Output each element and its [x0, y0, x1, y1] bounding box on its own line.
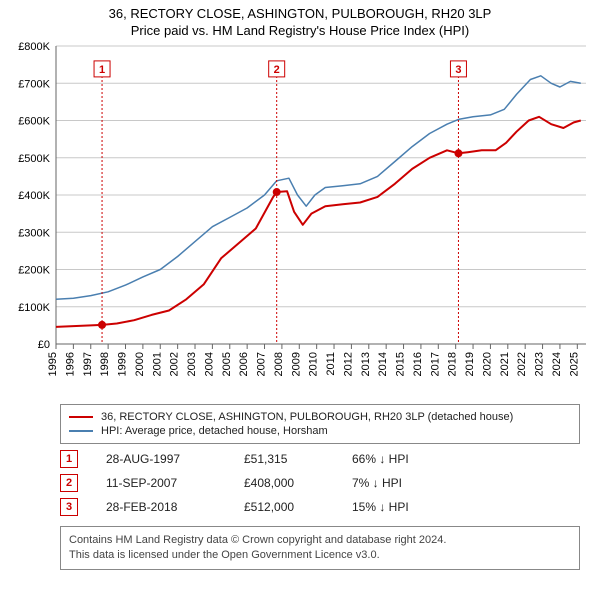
svg-text:2009: 2009: [290, 352, 302, 376]
svg-text:2002: 2002: [169, 352, 181, 376]
svg-text:2022: 2022: [516, 352, 528, 376]
title-main: 36, RECTORY CLOSE, ASHINGTON, PULBOROUGH…: [0, 6, 600, 21]
svg-text:2010: 2010: [308, 352, 320, 376]
event-price: £512,000: [244, 500, 324, 514]
svg-text:2014: 2014: [377, 352, 389, 376]
svg-text:2025: 2025: [568, 352, 580, 376]
svg-text:2005: 2005: [221, 352, 233, 376]
svg-text:1995: 1995: [47, 352, 59, 376]
event-delta: 15% ↓ HPI: [352, 500, 462, 514]
chart-svg: £0 £100K £200K £300K £400K £500K £600K £700K £80…: [0, 38, 600, 398]
chart: £0 £100K £200K £300K £400K £500K £600K £700K £80…: [0, 38, 600, 398]
svg-text:£500K: £500K: [18, 153, 50, 165]
page: 36, RECTORY CLOSE, ASHINGTON, PULBOROUGH…: [0, 0, 600, 570]
svg-text:£800K: £800K: [18, 41, 50, 53]
legend-swatch-hpi: [69, 430, 93, 432]
titles: 36, RECTORY CLOSE, ASHINGTON, PULBOROUGH…: [0, 0, 600, 38]
legend-row: HPI: Average price, detached house, Hors…: [69, 425, 571, 437]
svg-text:1: 1: [99, 64, 105, 76]
svg-text:2018: 2018: [447, 352, 459, 376]
event-marker-icon: 1: [60, 450, 78, 468]
event-price: £408,000: [244, 476, 324, 490]
svg-text:2006: 2006: [238, 352, 250, 376]
svg-text:£200K: £200K: [18, 265, 50, 277]
svg-text:2001: 2001: [151, 352, 163, 376]
svg-text:1996: 1996: [64, 352, 76, 376]
svg-text:2015: 2015: [395, 352, 407, 376]
svg-text:1999: 1999: [117, 352, 129, 376]
event-date: 28-AUG-1997: [106, 452, 216, 466]
svg-text:2024: 2024: [551, 352, 563, 376]
footer: Contains HM Land Registry data © Crown c…: [60, 526, 580, 570]
event-row: 2 11-SEP-2007 £408,000 7% ↓ HPI: [60, 474, 580, 492]
svg-text:2017: 2017: [429, 352, 441, 376]
svg-text:2013: 2013: [360, 352, 372, 376]
svg-text:2016: 2016: [412, 352, 424, 376]
svg-text:2012: 2012: [342, 352, 354, 376]
svg-text:2008: 2008: [273, 352, 285, 376]
legend-row: 36, RECTORY CLOSE, ASHINGTON, PULBOROUGH…: [69, 411, 571, 423]
svg-text:2000: 2000: [134, 352, 146, 376]
svg-text:2019: 2019: [464, 352, 476, 376]
event-row: 3 28-FEB-2018 £512,000 15% ↓ HPI: [60, 498, 580, 516]
footer-line: This data is licensed under the Open Gov…: [69, 548, 571, 563]
footer-line: Contains HM Land Registry data © Crown c…: [69, 533, 571, 548]
svg-text:£400K: £400K: [18, 190, 50, 202]
svg-text:2020: 2020: [481, 352, 493, 376]
svg-text:1997: 1997: [82, 352, 94, 376]
event-marker-icon: 2: [60, 474, 78, 492]
legend-label-hpi: HPI: Average price, detached house, Hors…: [101, 425, 328, 437]
legend-label-property: 36, RECTORY CLOSE, ASHINGTON, PULBOROUGH…: [101, 411, 513, 423]
svg-text:£700K: £700K: [18, 78, 50, 90]
svg-text:£300K: £300K: [18, 227, 50, 239]
event-price: £51,315: [244, 452, 324, 466]
event-date: 28-FEB-2018: [106, 500, 216, 514]
svg-text:£0: £0: [38, 339, 50, 351]
svg-text:2003: 2003: [186, 352, 198, 376]
svg-text:2023: 2023: [534, 352, 546, 376]
event-delta: 66% ↓ HPI: [352, 452, 462, 466]
event-row: 1 28-AUG-1997 £51,315 66% ↓ HPI: [60, 450, 580, 468]
svg-text:£600K: £600K: [18, 116, 50, 128]
svg-text:2007: 2007: [256, 352, 268, 376]
events-table: 1 28-AUG-1997 £51,315 66% ↓ HPI 2 11-SEP…: [60, 450, 580, 516]
svg-text:3: 3: [455, 64, 461, 76]
svg-text:£100K: £100K: [18, 302, 50, 314]
title-sub: Price paid vs. HM Land Registry's House …: [0, 23, 600, 38]
event-marker-icon: 3: [60, 498, 78, 516]
svg-text:2011: 2011: [325, 352, 337, 376]
svg-text:2021: 2021: [499, 352, 511, 376]
event-delta: 7% ↓ HPI: [352, 476, 462, 490]
svg-text:2004: 2004: [203, 352, 215, 376]
legend-swatch-property: [69, 416, 93, 418]
legend: 36, RECTORY CLOSE, ASHINGTON, PULBOROUGH…: [60, 404, 580, 444]
svg-text:1998: 1998: [99, 352, 111, 376]
event-date: 11-SEP-2007: [106, 476, 216, 490]
svg-text:2: 2: [274, 64, 280, 76]
